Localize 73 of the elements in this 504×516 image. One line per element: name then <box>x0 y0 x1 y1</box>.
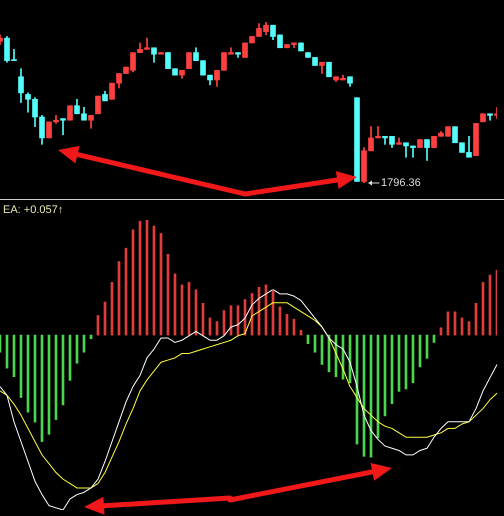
bar <box>390 334 394 404</box>
bar <box>26 334 30 413</box>
bar <box>208 318 212 336</box>
bar <box>118 261 120 336</box>
bar <box>370 334 372 458</box>
bar <box>474 302 478 336</box>
bar <box>460 318 464 336</box>
bar <box>90 334 92 340</box>
bar <box>76 334 78 364</box>
bar <box>272 290 274 336</box>
bar <box>160 233 162 336</box>
bar <box>20 334 22 398</box>
bar <box>300 330 302 336</box>
bar <box>446 311 450 336</box>
bar <box>264 284 268 336</box>
bar <box>110 282 114 336</box>
bar <box>432 334 436 343</box>
bar <box>418 334 422 368</box>
bar <box>356 334 358 444</box>
bar <box>328 334 330 372</box>
bar <box>166 254 170 336</box>
bar <box>40 334 44 442</box>
bar <box>342 334 344 380</box>
bar <box>292 318 296 336</box>
bar <box>278 306 282 336</box>
bar <box>194 289 198 336</box>
bar <box>62 334 64 406</box>
bar <box>258 287 260 336</box>
bar <box>152 226 156 336</box>
bar <box>236 305 240 336</box>
bar <box>404 334 408 390</box>
bar <box>132 229 134 336</box>
bar <box>454 311 456 336</box>
bar <box>54 334 58 420</box>
bar <box>188 282 190 336</box>
bar <box>48 334 50 435</box>
bar <box>384 334 386 416</box>
bar <box>12 334 16 378</box>
bar <box>362 334 366 457</box>
bar <box>68 334 72 381</box>
bar <box>440 327 442 336</box>
candlestick <box>60 118 66 136</box>
chart-title: EA: +0.057↑ <box>3 204 64 216</box>
bar <box>230 305 232 336</box>
bar <box>124 248 128 336</box>
bar <box>82 334 86 353</box>
bar <box>468 321 470 336</box>
bar <box>138 220 142 336</box>
bar <box>180 284 184 336</box>
bar <box>244 299 246 336</box>
bar <box>426 334 428 359</box>
bar <box>320 334 324 365</box>
bar <box>306 334 310 344</box>
bar <box>314 334 316 353</box>
bar <box>348 334 352 384</box>
bar <box>250 293 254 336</box>
bar <box>104 302 106 336</box>
bar <box>398 334 400 392</box>
bar <box>174 274 176 336</box>
bar <box>286 314 288 336</box>
bar <box>216 321 218 336</box>
annotation: 1796.36 <box>381 177 421 190</box>
bar <box>376 334 380 438</box>
bar <box>412 334 414 384</box>
bar <box>488 274 492 336</box>
bar <box>482 282 484 336</box>
bar <box>202 302 204 336</box>
bar <box>34 334 36 422</box>
bar <box>334 334 338 378</box>
bar <box>222 310 226 336</box>
bar <box>6 334 8 368</box>
bar <box>146 220 148 336</box>
bar <box>96 315 100 336</box>
